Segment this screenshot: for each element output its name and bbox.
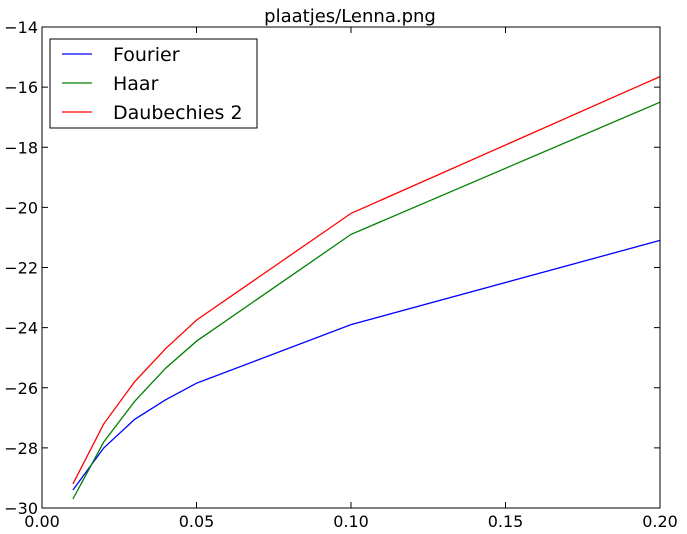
x-tick-label: 0.00 [24, 512, 60, 531]
chart-title: plaatjes/Lenna.png [264, 6, 436, 27]
series-line-fourier [72, 239, 661, 491]
x-tick-label: 0.10 [333, 512, 369, 531]
y-tick-label: −20 [4, 198, 38, 217]
y-tick-label: −30 [4, 499, 38, 518]
y-tick-label: −16 [4, 78, 38, 97]
legend-label: Fourier [113, 44, 180, 66]
legend-label: Haar [113, 73, 159, 95]
ticks-layer: 0.00 0.05 0.10 0.15 0.20 −30 −28 −26 −24 −22 −20 −1… [4, 18, 678, 531]
x-tick-label: 0.05 [179, 512, 215, 531]
series-layer [72, 76, 661, 500]
x-tick-label: 0.20 [642, 512, 678, 531]
y-tick-label: −26 [4, 379, 38, 398]
legend-label: Daubechies 2 [113, 102, 243, 124]
y-tick-label: −18 [4, 138, 38, 157]
y-tick-label: −22 [4, 259, 38, 278]
x-tick-label: 0.15 [488, 512, 524, 531]
series-line-haar [72, 101, 661, 500]
y-tick-label: −24 [4, 319, 38, 338]
y-tick-label: −14 [4, 18, 38, 37]
y-tick-label: −28 [4, 439, 38, 458]
series-line-daubechies-2 [72, 76, 661, 485]
legend: Fourier Haar Daubechies 2 [49, 38, 258, 129]
